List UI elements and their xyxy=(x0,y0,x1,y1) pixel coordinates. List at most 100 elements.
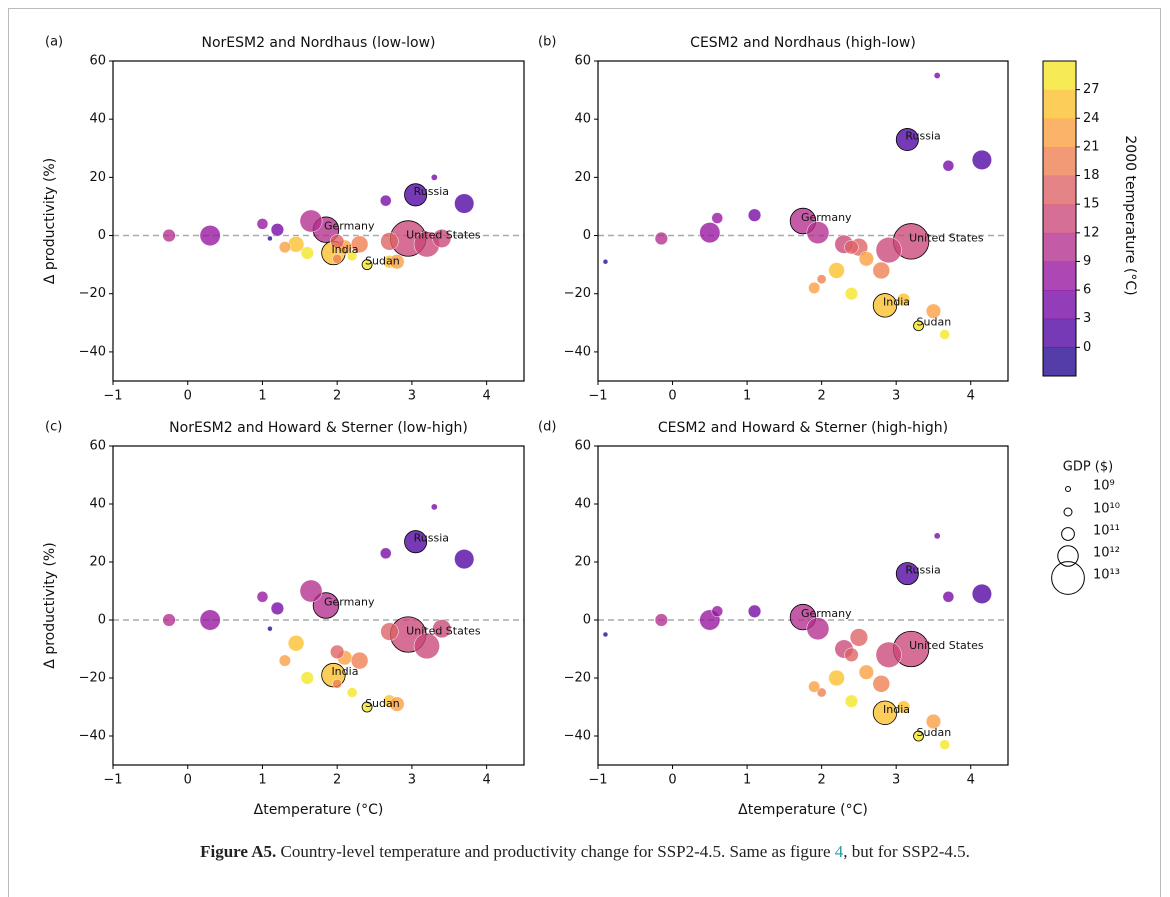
point xyxy=(199,225,221,247)
point-label: Germany xyxy=(324,220,375,233)
y-tick-label: 40 xyxy=(89,497,106,512)
point xyxy=(828,669,845,687)
caption-text: , but for SSP2-4.5. xyxy=(843,842,970,861)
point xyxy=(270,223,285,237)
point-label: United States xyxy=(909,231,984,244)
y-tick-label: 20 xyxy=(574,170,591,185)
point xyxy=(875,237,902,264)
point xyxy=(942,590,955,603)
point xyxy=(849,628,869,647)
point xyxy=(711,212,724,224)
point xyxy=(346,250,358,262)
chart-title: NorESM2 and Howard & Sterner (low-high) xyxy=(169,420,468,436)
point xyxy=(270,601,285,616)
colorbar-band xyxy=(1043,118,1076,148)
colorbar-band xyxy=(1043,232,1076,262)
point xyxy=(828,262,845,279)
legend-label: 10¹¹ xyxy=(1093,524,1120,539)
point-label: Russia xyxy=(414,532,449,545)
point xyxy=(199,609,221,631)
y-tick-label: 20 xyxy=(574,555,591,570)
x-tick-label: 0 xyxy=(184,389,192,404)
colorbar-tick-label: 27 xyxy=(1083,82,1100,97)
point xyxy=(380,622,399,641)
colorbar-band xyxy=(1043,146,1076,177)
colorbar-frame xyxy=(1042,60,1077,377)
point xyxy=(350,235,369,254)
chart-title: CESM2 and Howard & Sterner (high-high) xyxy=(658,420,948,436)
y-tick-label: 60 xyxy=(89,439,106,454)
point xyxy=(602,258,609,265)
x-tick-label: 4 xyxy=(967,389,975,404)
legend-marker xyxy=(1065,486,1071,492)
y-tick-label: −40 xyxy=(564,344,591,359)
chart-title: NorESM2 and Nordhaus (low-low) xyxy=(201,35,435,51)
figure-link[interactable]: 4 xyxy=(834,842,844,861)
points xyxy=(602,72,992,340)
point xyxy=(404,530,428,554)
point xyxy=(942,159,955,172)
x-tick-label: 2 xyxy=(817,773,825,788)
point xyxy=(808,281,821,294)
points xyxy=(162,173,475,271)
point xyxy=(162,228,176,243)
point xyxy=(896,292,911,307)
point xyxy=(413,633,440,660)
point-label: India xyxy=(883,703,910,716)
y-tick-label: 0 xyxy=(98,228,106,243)
y-axis-label: Δ productivity (%) xyxy=(42,542,58,668)
point xyxy=(404,183,428,207)
colorbar-tick-label: 21 xyxy=(1083,139,1100,154)
point xyxy=(913,320,924,332)
y-tick-label: 60 xyxy=(574,439,591,454)
points xyxy=(602,532,992,750)
y-tick-label: 0 xyxy=(583,228,591,243)
legend-label: 10⁹ xyxy=(1093,479,1115,494)
point-label: India xyxy=(331,243,358,256)
legend-marker xyxy=(1051,561,1085,595)
colorbar-band xyxy=(1043,318,1076,348)
caption-text: Country-level temperature and productivi… xyxy=(276,842,835,861)
point xyxy=(971,149,992,170)
point xyxy=(278,654,291,667)
colorbar-label: 2000 temperature (°C) xyxy=(1122,135,1138,295)
point-label: Sudan xyxy=(365,697,400,710)
y-tick-label: −40 xyxy=(564,729,591,744)
y-tick-label: −20 xyxy=(564,286,591,301)
y-axis-label: Δ productivity (%) xyxy=(42,158,58,284)
point xyxy=(747,208,762,222)
x-tick-label: 4 xyxy=(967,773,975,788)
point xyxy=(267,235,273,242)
point xyxy=(806,617,830,641)
colorbar-band xyxy=(1043,204,1076,234)
point xyxy=(711,605,724,618)
point xyxy=(329,234,345,249)
legend-label: 10¹⁰ xyxy=(1093,502,1120,517)
point xyxy=(346,687,358,698)
colorbar-tick-label: 6 xyxy=(1083,283,1091,298)
panel-label: (a) xyxy=(45,35,63,50)
points xyxy=(162,503,475,713)
point xyxy=(329,644,345,660)
y-tick-label: −40 xyxy=(79,729,106,744)
point xyxy=(389,254,405,270)
x-tick-label: 0 xyxy=(184,773,192,788)
point xyxy=(925,303,942,319)
point xyxy=(872,675,891,693)
point xyxy=(913,730,924,742)
point xyxy=(895,562,919,586)
point xyxy=(361,701,373,713)
point-label: United States xyxy=(406,228,481,241)
x-tick-label: 3 xyxy=(892,773,900,788)
legend-marker xyxy=(1063,507,1073,517)
x-tick-label: 2 xyxy=(817,389,825,404)
y-tick-label: −40 xyxy=(79,344,106,359)
y-tick-label: 60 xyxy=(89,54,106,69)
point xyxy=(256,218,269,230)
x-tick-label: 1 xyxy=(743,389,751,404)
point-label: Germany xyxy=(801,211,852,224)
x-tick-label: 4 xyxy=(482,389,490,404)
plot-frame xyxy=(112,445,525,766)
point xyxy=(389,696,405,712)
